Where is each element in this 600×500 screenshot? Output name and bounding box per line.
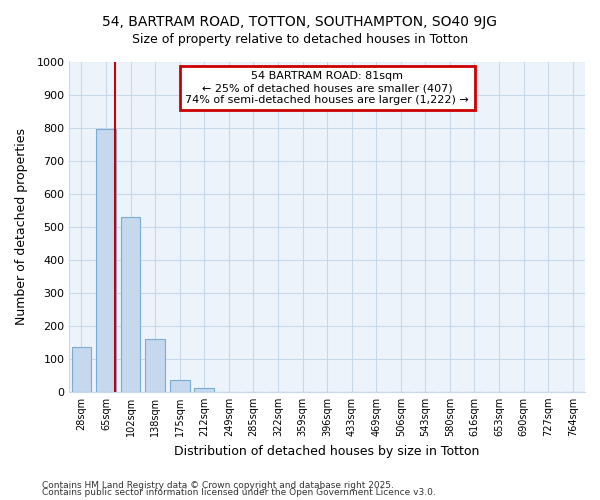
Text: Contains public sector information licensed under the Open Government Licence v3: Contains public sector information licen… [42, 488, 436, 497]
X-axis label: Distribution of detached houses by size in Totton: Distribution of detached houses by size … [175, 444, 480, 458]
Y-axis label: Number of detached properties: Number of detached properties [15, 128, 28, 325]
Text: 54 BARTRAM ROAD: 81sqm
← 25% of detached houses are smaller (407)
74% of semi-de: 54 BARTRAM ROAD: 81sqm ← 25% of detached… [185, 72, 469, 104]
Text: Contains HM Land Registry data © Crown copyright and database right 2025.: Contains HM Land Registry data © Crown c… [42, 480, 394, 490]
Text: Size of property relative to detached houses in Totton: Size of property relative to detached ho… [132, 32, 468, 46]
Bar [71, 347, 91, 392]
Bar [96, 129, 116, 392]
Bar [170, 380, 190, 392]
Bar [145, 339, 165, 392]
Bar [194, 388, 214, 392]
Text: 54, BARTRAM ROAD, TOTTON, SOUTHAMPTON, SO40 9JG: 54, BARTRAM ROAD, TOTTON, SOUTHAMPTON, S… [103, 15, 497, 29]
Bar [121, 216, 140, 392]
